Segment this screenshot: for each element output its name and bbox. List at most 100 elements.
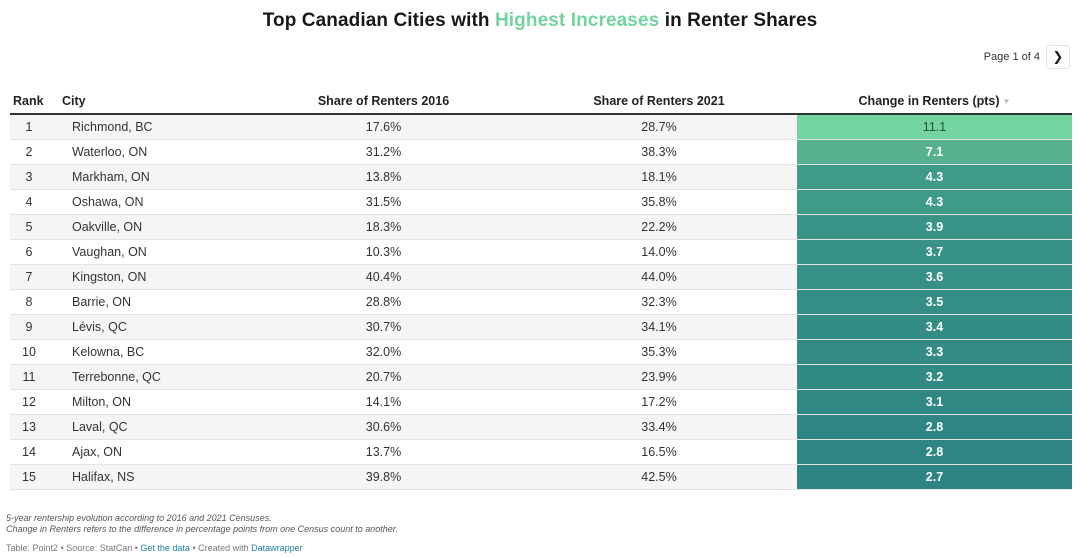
change-cell: 2.8 bbox=[797, 439, 1072, 465]
share-2021-cell: 17.2% bbox=[521, 389, 797, 415]
rank-cell: 3 bbox=[10, 164, 62, 190]
share-2021-cell: 23.9% bbox=[521, 364, 797, 390]
chevron-right-icon: ❯ bbox=[1052, 49, 1064, 64]
table-row: 3 Markham, ON 13.8% 18.1% 4.3 bbox=[10, 164, 1072, 190]
page-indicator: Page 1 of 4 bbox=[983, 51, 1040, 63]
title-part-2: in Renter Shares bbox=[659, 10, 818, 31]
footnotes: 5-year rentership evolution according to… bbox=[6, 513, 398, 534]
share-2016-cell: 39.8% bbox=[246, 464, 521, 490]
share-2021-cell: 22.2% bbox=[521, 214, 797, 240]
share-2016-cell: 30.6% bbox=[246, 414, 521, 440]
share-2021-cell: 33.4% bbox=[521, 414, 797, 440]
rank-cell: 12 bbox=[10, 389, 62, 415]
share-2021-cell: 44.0% bbox=[521, 264, 797, 290]
footnote-line-2: Change in Renters refers to the differen… bbox=[6, 523, 398, 534]
source-middle: • Created with bbox=[189, 543, 252, 553]
pagination: Page 1 of 4 ❯ bbox=[984, 45, 1070, 69]
table-row: 7 Kingston, ON 40.4% 44.0% 3.6 bbox=[10, 264, 1072, 290]
rank-cell: 11 bbox=[10, 364, 62, 390]
city-cell: Milton, ON bbox=[62, 389, 246, 415]
share-2016-cell: 14.1% bbox=[246, 389, 521, 415]
source-prefix: Table: Point2 • Source: StatCan • bbox=[6, 543, 141, 553]
share-2021-cell: 28.7% bbox=[521, 114, 797, 140]
city-cell: Ajax, ON bbox=[62, 439, 246, 465]
share-2016-cell: 20.7% bbox=[246, 364, 521, 390]
rank-cell: 9 bbox=[10, 314, 62, 340]
change-cell: 3.4 bbox=[797, 314, 1072, 340]
table-row: 5 Oakville, ON 18.3% 22.2% 3.9 bbox=[10, 214, 1072, 240]
table-row: 12 Milton, ON 14.1% 17.2% 3.1 bbox=[10, 389, 1072, 415]
next-page-button[interactable]: ❯ bbox=[1046, 45, 1070, 69]
change-cell: 3.3 bbox=[797, 339, 1072, 365]
table-row: 11 Terrebonne, QC 20.7% 23.9% 3.2 bbox=[10, 364, 1072, 390]
city-cell: Oakville, ON bbox=[62, 214, 246, 240]
table-row: 8 Barrie, ON 28.8% 32.3% 3.5 bbox=[10, 289, 1072, 315]
change-cell: 3.5 bbox=[797, 289, 1072, 315]
rank-cell: 4 bbox=[10, 189, 62, 215]
share-2016-cell: 17.6% bbox=[246, 114, 521, 140]
rank-cell: 7 bbox=[10, 264, 62, 290]
share-2021-cell: 35.8% bbox=[521, 189, 797, 215]
col-header-rank[interactable]: Rank bbox=[10, 88, 62, 115]
table-row: 6 Vaughan, ON 10.3% 14.0% 3.7 bbox=[10, 239, 1072, 265]
change-cell: 4.3 bbox=[797, 164, 1072, 190]
city-cell: Halifax, NS bbox=[62, 464, 246, 490]
rank-cell: 14 bbox=[10, 439, 62, 465]
table-row: 9 Lévis, QC 30.7% 34.1% 3.4 bbox=[10, 314, 1072, 340]
change-cell: 2.7 bbox=[797, 464, 1072, 490]
rank-cell: 13 bbox=[10, 414, 62, 440]
city-cell: Kingston, ON bbox=[62, 264, 246, 290]
table-row: 13 Laval, QC 30.6% 33.4% 2.8 bbox=[10, 414, 1072, 440]
col-header-share-2021[interactable]: Share of Renters 2021 bbox=[521, 88, 797, 115]
col-header-change[interactable]: Change in Renters (pts) ▼ bbox=[797, 88, 1072, 115]
share-2021-cell: 35.3% bbox=[521, 339, 797, 365]
change-cell: 3.9 bbox=[797, 214, 1072, 240]
rank-cell: 5 bbox=[10, 214, 62, 240]
share-2021-cell: 18.1% bbox=[521, 164, 797, 190]
share-2021-cell: 34.1% bbox=[521, 314, 797, 340]
get-the-data-link[interactable]: Get the data bbox=[140, 543, 190, 553]
table-row: 4 Oshawa, ON 31.5% 35.8% 4.3 bbox=[10, 189, 1072, 215]
rank-cell: 6 bbox=[10, 239, 62, 265]
change-cell: 11.1 bbox=[797, 114, 1072, 140]
footnote-line-1: 5-year rentership evolution according to… bbox=[6, 513, 272, 523]
share-2016-cell: 30.7% bbox=[246, 314, 521, 340]
sort-desc-icon[interactable]: ▼ bbox=[1002, 96, 1011, 106]
source-line: Table: Point2 • Source: StatCan • Get th… bbox=[6, 543, 303, 553]
rank-cell: 8 bbox=[10, 289, 62, 315]
share-2016-cell: 18.3% bbox=[246, 214, 521, 240]
table-row: 2 Waterloo, ON 31.2% 38.3% 7.1 bbox=[10, 139, 1072, 165]
table-row: 15 Halifax, NS 39.8% 42.5% 2.7 bbox=[10, 464, 1072, 490]
table-row: 10 Kelowna, BC 32.0% 35.3% 3.3 bbox=[10, 339, 1072, 365]
chart-title: Top Canadian Cities with Highest Increas… bbox=[0, 10, 1080, 32]
share-2016-cell: 13.7% bbox=[246, 439, 521, 465]
change-cell: 2.8 bbox=[797, 414, 1072, 440]
rank-cell: 2 bbox=[10, 139, 62, 165]
table-body: 1 Richmond, BC 17.6% 28.7% 11.1 2 Waterloo, ON… bbox=[10, 114, 1072, 490]
datawrapper-link[interactable]: Datawrapper bbox=[251, 543, 303, 553]
city-cell: Vaughan, ON bbox=[62, 239, 246, 265]
share-2021-cell: 42.5% bbox=[521, 464, 797, 490]
col-header-city[interactable]: City bbox=[62, 88, 246, 115]
city-cell: Terrebonne, QC bbox=[62, 364, 246, 390]
col-header-change-label: Change in Renters (pts) bbox=[858, 93, 1000, 108]
city-cell: Markham, ON bbox=[62, 164, 246, 190]
share-2021-cell: 38.3% bbox=[521, 139, 797, 165]
change-cell: 4.3 bbox=[797, 189, 1072, 215]
table-header-row: Rank City Share of Renters 2016 Share of… bbox=[10, 88, 1072, 115]
rank-cell: 10 bbox=[10, 339, 62, 365]
city-cell: Lévis, QC bbox=[62, 314, 246, 340]
city-cell: Laval, QC bbox=[62, 414, 246, 440]
rank-cell: 15 bbox=[10, 464, 62, 490]
share-2016-cell: 31.5% bbox=[246, 189, 521, 215]
city-cell: Richmond, BC bbox=[62, 114, 246, 140]
city-cell: Oshawa, ON bbox=[62, 189, 246, 215]
share-2021-cell: 14.0% bbox=[521, 239, 797, 265]
share-2016-cell: 32.0% bbox=[246, 339, 521, 365]
change-cell: 7.1 bbox=[797, 139, 1072, 165]
share-2021-cell: 16.5% bbox=[521, 439, 797, 465]
share-2016-cell: 40.4% bbox=[246, 264, 521, 290]
share-2016-cell: 10.3% bbox=[246, 239, 521, 265]
share-2016-cell: 31.2% bbox=[246, 139, 521, 165]
col-header-share-2016[interactable]: Share of Renters 2016 bbox=[246, 88, 521, 115]
